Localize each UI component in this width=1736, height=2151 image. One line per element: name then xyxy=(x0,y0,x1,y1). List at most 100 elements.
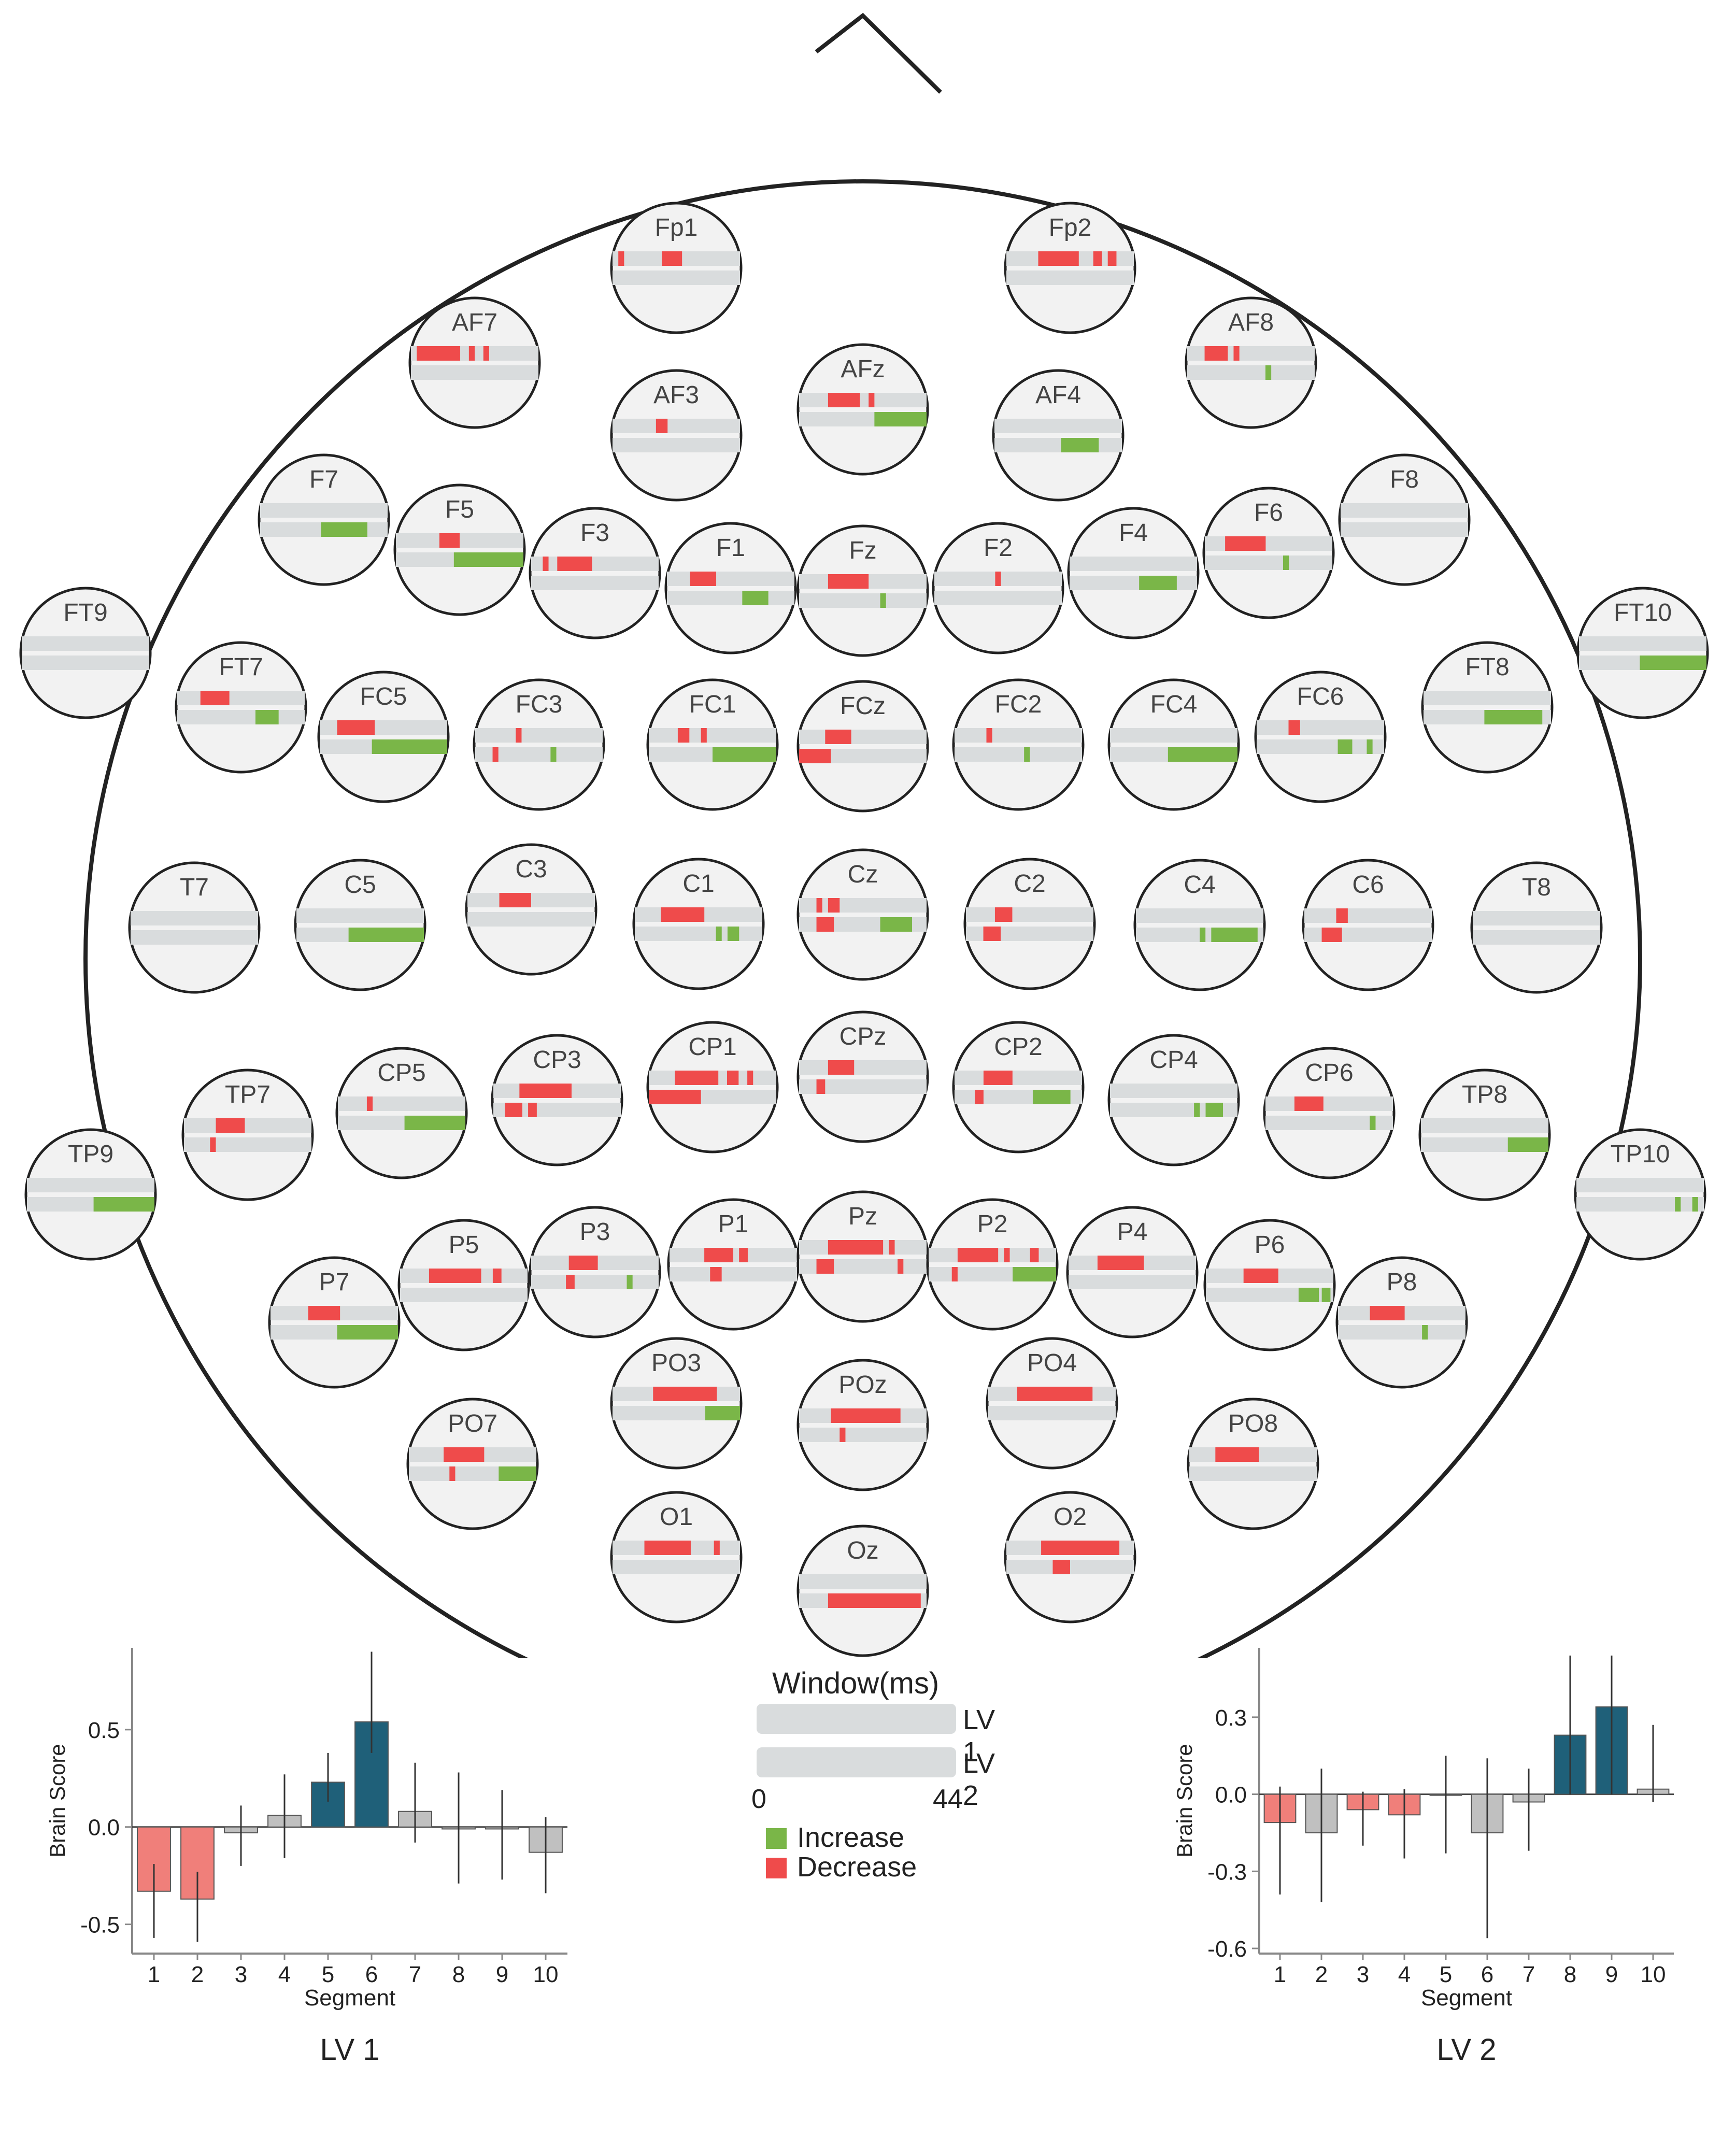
lv1-track xyxy=(475,728,603,743)
lv2-track xyxy=(131,930,258,945)
electrode-oz: Oz xyxy=(796,1525,929,1657)
lv1-track xyxy=(1576,1178,1704,1192)
lv2-decrease-segment xyxy=(1321,928,1342,942)
electrode-label: C5 xyxy=(344,871,376,899)
lv1-track xyxy=(1421,1118,1548,1133)
electrode-disc xyxy=(992,369,1125,502)
lv2-track xyxy=(613,438,740,452)
increase-swatch xyxy=(766,1828,787,1849)
lv2-increase-segment xyxy=(1692,1197,1698,1212)
x-tick-label: 9 xyxy=(1605,1962,1618,1987)
lv2-increase-segment xyxy=(1337,739,1353,754)
lv2-increase-segment xyxy=(1367,739,1373,754)
electrode-label: FC1 xyxy=(689,691,736,718)
lv2-track xyxy=(467,912,595,927)
electrode-fp2: Fp2 xyxy=(1004,202,1136,334)
electrode-p3: P3 xyxy=(529,1206,661,1338)
electrode-disc xyxy=(610,369,743,502)
x-tick-label: 1 xyxy=(1274,1962,1286,1987)
electrode-label: CP6 xyxy=(1305,1059,1353,1087)
lv2-track xyxy=(934,591,1062,605)
lv2-increase-segment xyxy=(550,747,557,762)
electrode-f2: F2 xyxy=(932,522,1064,654)
electrode-disc xyxy=(24,1128,157,1261)
lv1-decrease-segment xyxy=(1097,1256,1144,1270)
electrode-disc xyxy=(1004,1491,1136,1623)
electrode-disc xyxy=(1004,202,1136,334)
lv1-track xyxy=(1341,503,1468,518)
lv1-decrease-segment xyxy=(701,728,707,743)
lv1-track xyxy=(260,503,388,518)
lv1-track xyxy=(27,1178,154,1192)
lv2-track xyxy=(955,747,1082,762)
electrode-af8: AF8 xyxy=(1185,296,1317,429)
lv2-increase-segment xyxy=(321,522,367,537)
lv1-decrease-segment xyxy=(869,393,875,407)
electrode-label: FT8 xyxy=(1465,653,1509,681)
lv1-decrease-segment xyxy=(366,1096,373,1111)
lv1-decrease-segment xyxy=(308,1306,340,1320)
lv1-decrease-segment xyxy=(714,1541,720,1555)
lv1-decrease-segment xyxy=(1243,1269,1278,1283)
electrode-fz: Fz xyxy=(796,524,929,657)
electrode-label: Pz xyxy=(848,1203,877,1230)
electrode-disc xyxy=(1133,859,1266,991)
lv2-track xyxy=(670,1267,797,1281)
lv1-track xyxy=(994,419,1122,433)
x-tick-label: 7 xyxy=(1522,1962,1535,1987)
electrode-disc xyxy=(646,678,779,811)
lv1-decrease-segment xyxy=(662,251,682,266)
electrode-c2: C2 xyxy=(963,858,1096,990)
electrode-label: FC4 xyxy=(1150,691,1198,718)
nose xyxy=(815,12,942,94)
electrode-cz: Cz xyxy=(796,848,929,981)
electrode-label: C6 xyxy=(1352,871,1384,899)
lv1-decrease-segment xyxy=(1294,1096,1324,1111)
lv1-track xyxy=(177,691,305,705)
electrode-f8: F8 xyxy=(1338,453,1471,586)
electrode-label: AF7 xyxy=(452,309,497,336)
x-axis-title: Segment xyxy=(1421,1985,1512,2011)
electrode-ft7: FT7 xyxy=(175,641,307,774)
lv1-decrease-segment xyxy=(828,574,869,589)
electrode-disc xyxy=(1418,1069,1551,1201)
electrode-f7: F7 xyxy=(258,453,390,586)
lv1-track xyxy=(1304,908,1432,923)
electrode-cp6: CP6 xyxy=(1263,1047,1396,1179)
lv1-decrease-segment xyxy=(337,720,375,735)
lv1-decrease-segment xyxy=(200,691,230,705)
lv2-track xyxy=(799,593,927,608)
electrode-fc3: FC3 xyxy=(473,678,605,811)
lv1-decrease-segment xyxy=(1215,1447,1259,1462)
lv1-track xyxy=(296,908,424,923)
lv1-decrease-segment xyxy=(1370,1306,1405,1320)
electrode-label: AF3 xyxy=(653,381,699,409)
electrode-label: F2 xyxy=(984,534,1013,562)
electrode-f5: F5 xyxy=(393,483,526,616)
lv2-increase-segment xyxy=(1370,1116,1376,1130)
lv1-decrease-segment xyxy=(889,1240,895,1255)
electrode-cp4: CP4 xyxy=(1107,1034,1240,1166)
lv1-decrease-segment xyxy=(439,533,460,548)
lv2-increase-segment xyxy=(705,1406,740,1420)
lv2-track xyxy=(411,365,538,380)
electrode-label: Fp1 xyxy=(655,214,698,241)
x-tick-label: 5 xyxy=(322,1962,334,1987)
electrode-cp5: CP5 xyxy=(335,1047,468,1179)
lv2-increase-segment xyxy=(1675,1197,1681,1212)
electrode-label: P8 xyxy=(1387,1269,1417,1296)
electrode-disc xyxy=(796,1359,929,1491)
y-tick-label: 0.0 xyxy=(1215,1783,1247,1808)
electrode-label: PO3 xyxy=(651,1349,701,1377)
lv2-increase-segment xyxy=(1507,1137,1548,1152)
lv2-track xyxy=(1257,739,1384,754)
lv1-decrease-segment xyxy=(983,1071,1013,1085)
lv1-track xyxy=(966,907,1093,922)
electrode-po8: PO8 xyxy=(1187,1398,1319,1530)
legend-decrease-label: Decrease xyxy=(797,1851,917,1883)
lv2-increase-segment xyxy=(627,1275,633,1289)
lv1-decrease-segment xyxy=(747,1071,753,1085)
electrode-disc xyxy=(397,1219,530,1351)
lv2-track xyxy=(1187,365,1315,380)
